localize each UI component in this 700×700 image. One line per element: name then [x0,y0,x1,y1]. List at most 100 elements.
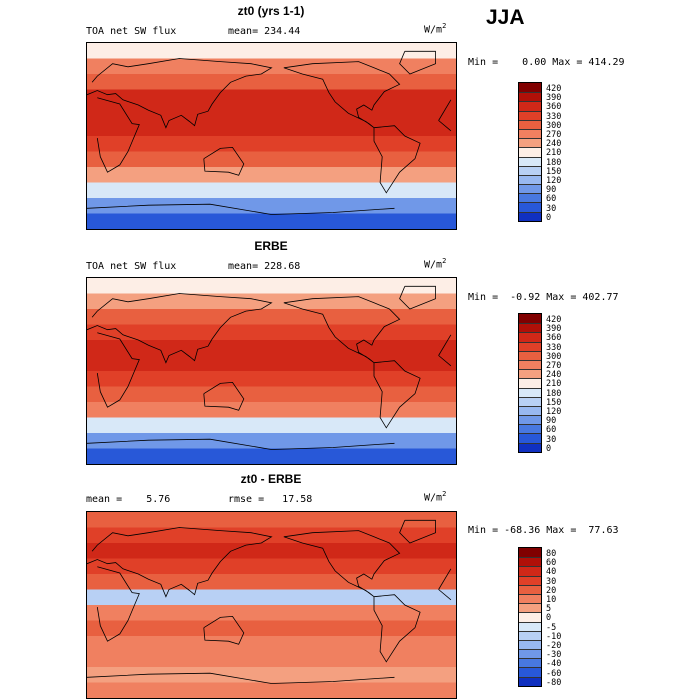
continent-outline [87,672,272,684]
colorbar-tick-label: 0 [546,212,552,223]
continent-outline [271,207,395,215]
continent-outline [203,615,245,645]
mean-label: mean= 228.68 [228,261,301,272]
field-band [87,278,456,294]
colorbar-segment [519,612,541,622]
units-label: W/m2 [424,490,447,504]
colorbar-segment [519,193,541,203]
colorbar-segment [519,323,541,333]
field-band [87,574,456,590]
colorbar-segment [519,442,541,452]
continent-outline [87,203,272,215]
field-band [87,58,456,75]
mean-label: mean = 5.76 [86,494,171,505]
field-band [87,512,456,528]
field-band [87,120,456,137]
colorbar-segment [519,658,541,668]
colorbar [518,313,542,453]
field-band [87,182,456,199]
panel-observation: ERBE TOA net SW flux mean= 228.68 W/m2 M… [0,235,700,467]
colorbar-tick-label: 120 [546,407,562,417]
continent-outline [399,50,436,75]
colorbar-tick-label: 30 [546,576,557,587]
colorbar-segment [519,649,541,659]
field-band [87,402,456,418]
field-band [87,386,456,403]
continent-outline [87,527,273,598]
continent-outline [203,146,245,176]
continent-outline [87,438,272,450]
min-max-label: Min = -0.92 Max = 402.77 [468,292,619,303]
field-band [87,605,456,621]
colorbar-tick-label: -5 [546,622,557,633]
colorbar-tick-label: 240 [546,370,562,381]
continent-outline [438,568,452,590]
colorbar-tick-label: 360 [546,102,562,113]
map-field [86,42,457,230]
field-band [87,74,456,90]
field-band [87,136,456,152]
colorbar-tick-label: 420 [546,315,562,325]
colorbar-tick-label: 240 [546,139,562,150]
page-title: JJA [486,6,525,29]
colorbar-tick-label: 270 [546,361,562,371]
colorbar-tick-label: 270 [546,130,562,140]
colorbar-segment [519,548,541,558]
field-band [87,340,456,356]
colorbar-tick-label: 360 [546,333,562,344]
colorbar-segment [519,396,541,406]
colorbar-tick-label: 300 [546,120,562,131]
colorbar-segment [519,138,541,148]
field-band [87,151,456,168]
rmse-label: rmse = 17.58 [228,494,313,505]
field-band [87,309,456,325]
colorbar-tick-label: 150 [546,166,562,177]
field-band [87,543,456,559]
colorbar-segment [519,557,541,567]
field-band [87,355,456,372]
continent-outline [373,360,421,429]
colorbar-tick-label: 10 [546,595,557,605]
continent-outline [438,589,452,601]
colorbar-tick-label: 40 [546,567,557,578]
field-band [87,433,456,449]
field-band [87,651,456,668]
field-band [87,167,456,183]
colorbar-segment [519,387,541,397]
colorbar-tick-label: 180 [546,388,562,399]
min-max-label: Min = -68.36 Max = 77.63 [468,525,619,536]
colorbar-segment [519,350,541,360]
field-band [87,324,456,341]
colorbar-segment [519,119,541,129]
continent-outline [399,285,436,310]
colorbar-tick-label: -40 [546,659,562,670]
field-band [87,417,456,434]
colorbar-tick-label: -30 [546,650,562,661]
colorbar-segment [519,332,541,342]
colorbar-tick-label: 330 [546,342,562,353]
field-band [87,293,456,310]
continent-outline [96,566,140,642]
colorbar-segment [519,676,541,686]
colorbar-tick-label: 0 [546,443,552,454]
continent-outline [438,334,452,356]
colorbar-segment [519,101,541,111]
colorbar-segment [519,128,541,139]
continent-outline [399,519,436,544]
min-max-label: Min = 0.00 Max = 414.29 [468,57,625,68]
variable-label: TOA net SW flux [86,261,177,272]
colorbar-tick-label: 90 [546,185,557,196]
map-svg [87,43,456,229]
map-field [86,277,457,465]
colorbar [518,547,542,687]
colorbar-segment [519,174,541,185]
colorbar-segment [519,184,541,194]
colorbar-segment [519,359,541,370]
panel-title: zt0 (yrs 1-1) [237,4,305,18]
map-svg [87,278,456,464]
colorbar-tick-label: 210 [546,379,562,390]
colorbar-segment [519,147,541,157]
map-field [86,511,457,699]
field-band [87,620,456,637]
colorbar-segment [519,110,541,120]
